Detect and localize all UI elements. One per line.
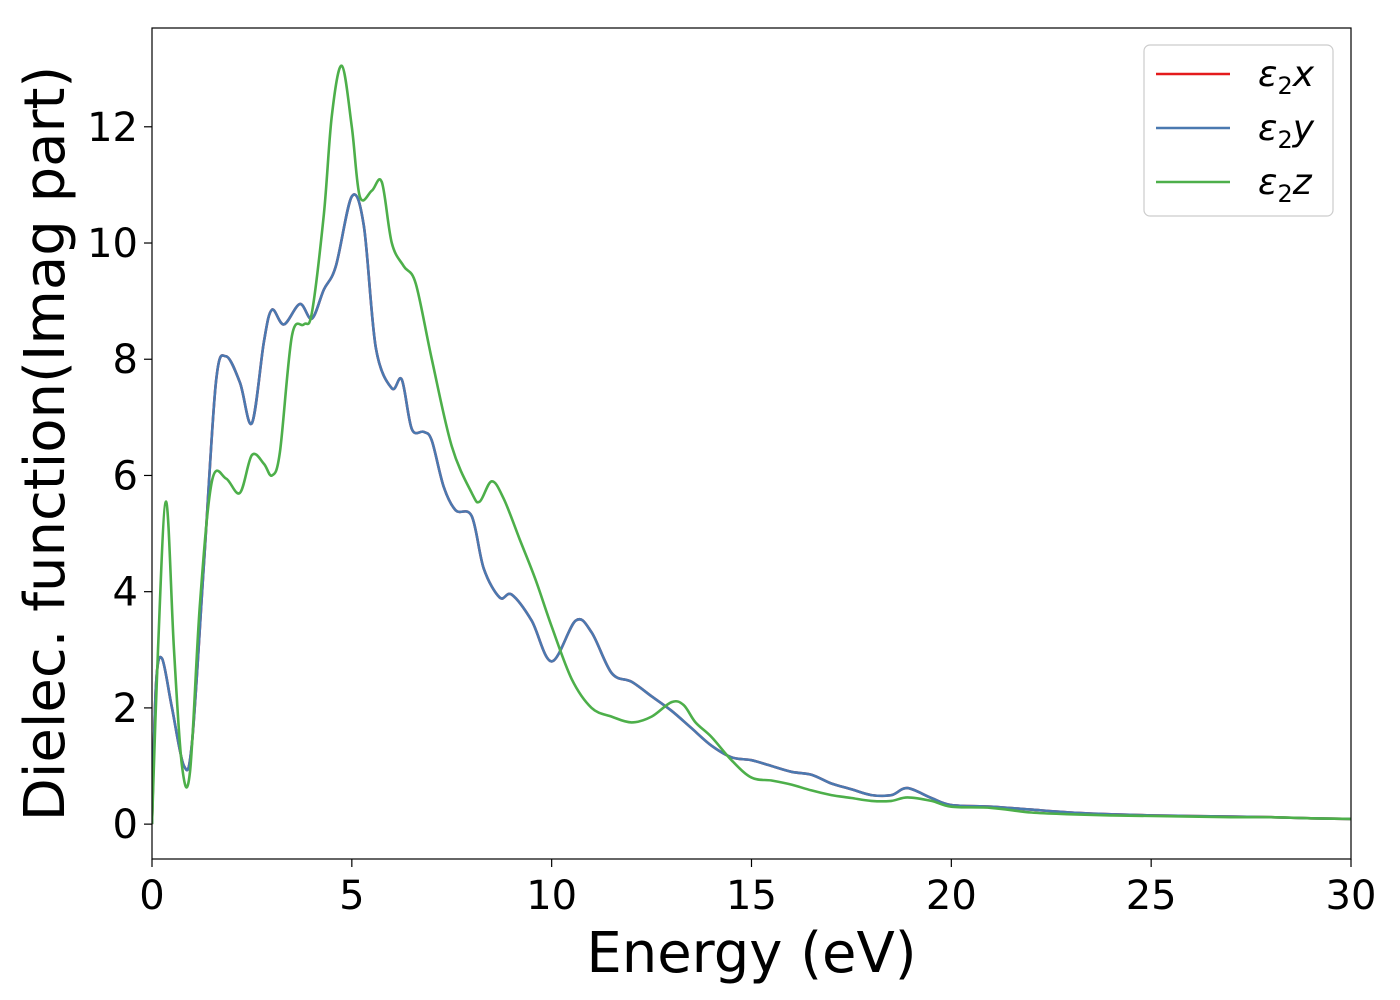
legend-box	[1143, 44, 1334, 217]
x-tick-label: 25	[1126, 873, 1177, 919]
x-tick-label: 20	[926, 873, 977, 919]
x-tick-label: 30	[1326, 873, 1377, 919]
series-line-z	[152, 64, 1351, 825]
y-axis-label: Dielec. function(Imag part)	[13, 66, 78, 822]
y-tick-label: 0	[113, 802, 138, 848]
x-tick-label: 15	[726, 873, 777, 919]
series-layer	[152, 64, 1351, 825]
legend-label-x: ε2x	[1258, 54, 1315, 100]
plot-frame	[151, 27, 1352, 860]
x-tick-label: 10	[526, 873, 577, 919]
y-tick-label: 6	[113, 453, 138, 499]
series-line-y	[152, 193, 1351, 825]
x-tick-label: 0	[139, 873, 164, 919]
y-axis-ticks: 0 2 4 6 8 10 12	[87, 105, 152, 848]
x-tick-label: 5	[339, 873, 364, 919]
y-tick-label: 12	[87, 105, 138, 151]
legend-label-y: ε2y	[1258, 108, 1315, 154]
y-tick-label: 2	[113, 686, 138, 732]
x-axis-ticks: 0 5 10 15 20 25 30	[139, 859, 1376, 919]
y-tick-label: 4	[113, 570, 138, 616]
y-tick-label: 10	[87, 221, 138, 267]
x-axis-label: Energy (eV)	[586, 921, 916, 986]
legend: ε2x ε2y ε2z	[1143, 44, 1334, 217]
legend-label-z: ε2z	[1258, 162, 1313, 208]
y-tick-label: 8	[113, 337, 138, 383]
